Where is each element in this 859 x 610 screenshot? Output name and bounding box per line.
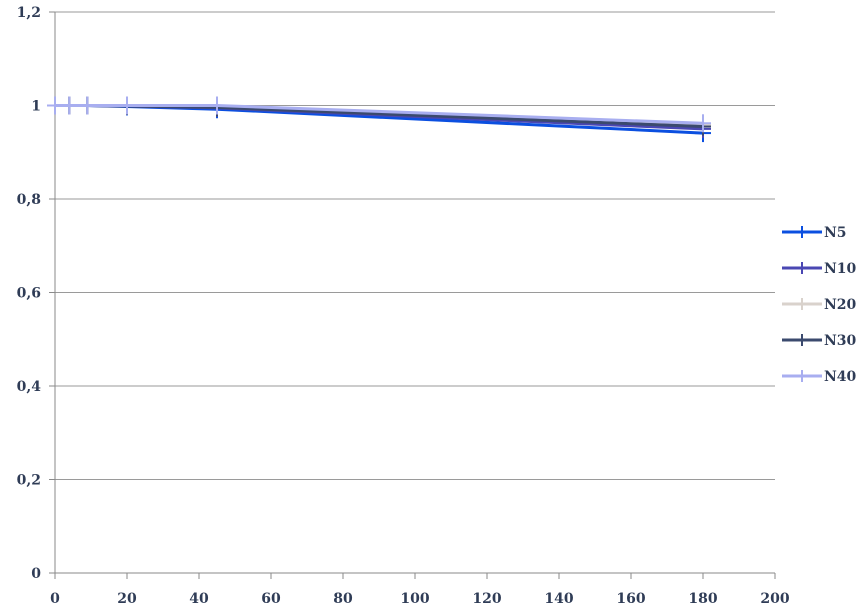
data-point-marker (61, 96, 78, 115)
legend-label: N40 (824, 369, 857, 385)
x-tick-labels: 0 20 40 60 80 100 120 140 160 180 200 (50, 591, 790, 607)
legend-label: N10 (824, 261, 857, 277)
legend-item-n30: N30 (782, 333, 857, 349)
legend: N5 N10 N20 N30 N40 (782, 225, 857, 385)
legend-item-n40: N40 (782, 369, 857, 385)
y-tick-label: 1,2 (17, 5, 41, 21)
series-n40 (47, 96, 711, 133)
data-point-marker (209, 96, 225, 115)
y-tick-label: 0,8 (17, 192, 41, 208)
x-tick-label: 120 (472, 591, 501, 607)
legend-label: N30 (824, 333, 857, 349)
data-point-marker (695, 114, 711, 133)
legend-label: N20 (824, 297, 857, 313)
x-tick-label: 80 (333, 591, 353, 607)
x-tick-label: 100 (400, 591, 429, 607)
axes (49, 11, 776, 579)
y-tick-label: 0,6 (17, 286, 41, 302)
data-point-marker (119, 96, 135, 115)
data-point-marker (79, 96, 96, 115)
x-tick-label: 60 (261, 591, 281, 607)
x-tick-label: 0 (50, 591, 60, 607)
gridlines (55, 11, 775, 480)
x-tick-label: 20 (117, 591, 137, 607)
data-point-marker (47, 96, 63, 115)
x-tick-label: 140 (544, 591, 573, 607)
y-tick-label: 1 (31, 99, 41, 115)
y-tick-labels: 0 0,2 0,4 0,6 0,8 1 1,2 (17, 5, 42, 582)
y-tick-label: 0 (31, 566, 41, 582)
x-tick-label: 180 (688, 591, 717, 607)
legend-item-n5: N5 (782, 225, 847, 241)
y-tick-label: 0,4 (17, 379, 42, 395)
legend-item-n10: N10 (782, 261, 857, 277)
x-tick-label: 40 (189, 591, 209, 607)
series-lines (47, 96, 711, 143)
legend-item-n20: N20 (782, 297, 857, 313)
x-tick-label: 200 (760, 591, 789, 607)
legend-label: N5 (824, 225, 847, 241)
x-tick-label: 160 (616, 591, 645, 607)
y-tick-label: 0,2 (17, 473, 41, 489)
